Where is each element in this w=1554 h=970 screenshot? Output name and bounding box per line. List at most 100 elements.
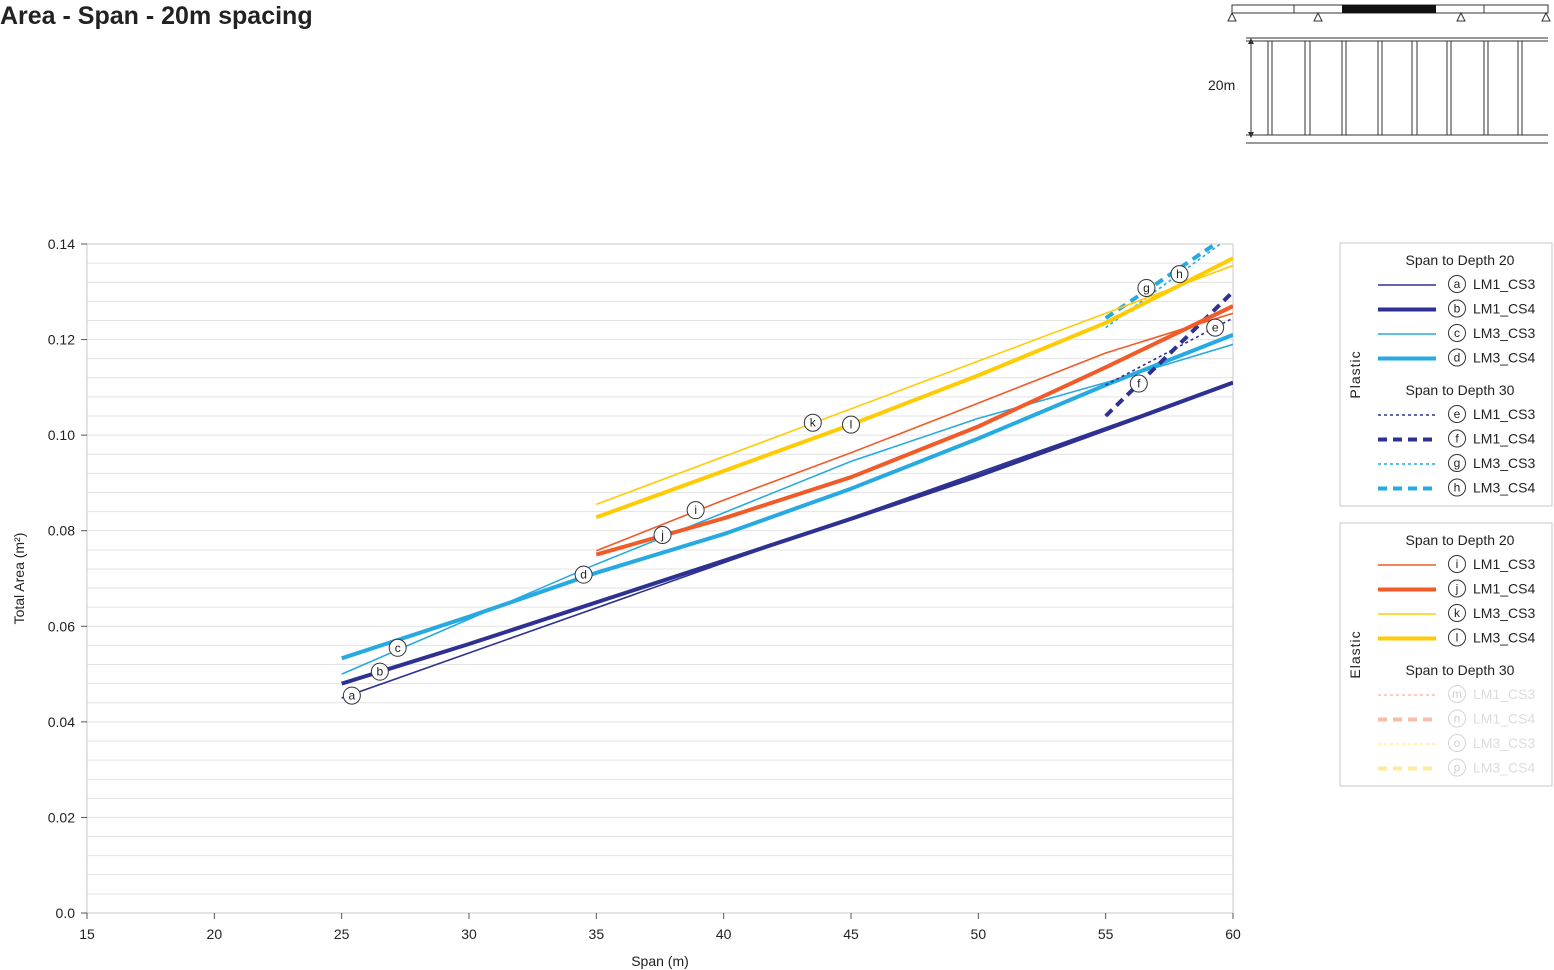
legend-label: LM1_CS3 [1473, 686, 1535, 702]
legend-item-d: d LM3_CS4 [1378, 348, 1535, 367]
svg-text:c: c [395, 641, 401, 655]
series-annotation-a: a [342, 686, 361, 705]
x-axis-label: Span (m) [631, 953, 689, 969]
legend-item-g: g LM3_CS3 [1378, 454, 1535, 472]
x-tick-label: 35 [589, 926, 605, 942]
svg-text:f: f [1455, 432, 1459, 446]
legend-item-l: l LM3_CS4 [1378, 628, 1535, 647]
series-annotation-k: k [803, 413, 822, 432]
legend-subheading: Span to Depth 30 [1406, 662, 1515, 678]
legend-label: LM1_CS3 [1473, 406, 1535, 422]
legend-badge [1448, 734, 1466, 752]
legend-item-i: i LM1_CS3 [1378, 555, 1535, 573]
series-annotation-l: l [842, 415, 860, 434]
legend-label: LM3_CS3 [1473, 605, 1535, 621]
y-tick-label: 0.10 [48, 427, 75, 443]
legend-subheading: Span to Depth 20 [1406, 252, 1515, 268]
legend-item-h: h LM3_CS4 [1378, 478, 1535, 497]
legend-box-elastic: Elastic Span to Depth 20 i LM1_CS3 j LM1_CS4k… [1339, 522, 1553, 787]
series-line-d [341, 332, 1233, 661]
svg-text:a: a [1454, 277, 1461, 291]
legend-label: LM3_CS3 [1473, 735, 1535, 751]
legend-label: LM1_CS4 [1473, 581, 1535, 597]
x-tick-label: 15 [79, 926, 95, 942]
svg-text:b: b [1454, 302, 1461, 316]
legend-label: LM1_CS4 [1473, 431, 1535, 447]
legend-label: LM1_CS3 [1473, 276, 1535, 292]
svg-text:m: m [1452, 687, 1462, 701]
series-line-l [595, 256, 1233, 520]
page-title: Area - Span - 20m spacing [0, 2, 313, 30]
x-tick-label: 60 [1225, 926, 1241, 942]
legend-label: LM3_CS3 [1473, 455, 1535, 471]
legend-group-label: Plastic [1347, 350, 1363, 398]
series-line-k [596, 264, 1233, 506]
svg-text:d: d [1454, 351, 1461, 365]
legend-item-b: b LM1_CS4 [1378, 299, 1535, 318]
svg-text:e: e [1454, 407, 1461, 421]
legend-item-e: e LM1_CS3 [1378, 405, 1535, 423]
y-tick-label: 0.04 [48, 714, 75, 730]
legend-badge [1448, 275, 1466, 293]
svg-text:l: l [1456, 631, 1459, 645]
legend-item-c: c LM3_CS3 [1378, 324, 1535, 342]
series-line-c [341, 343, 1233, 675]
legend-item-f: f LM1_CS4 [1378, 429, 1535, 448]
svg-text:l: l [850, 418, 853, 432]
legend-badge [1448, 299, 1466, 318]
dimension-label: 20m [1208, 77, 1236, 93]
svg-text:b: b [377, 665, 384, 679]
legend-group-label: Elastic [1347, 630, 1363, 678]
plot-area [86, 243, 1234, 914]
series-annotation-f: f [1129, 374, 1148, 393]
legend-label: LM3_CS4 [1473, 480, 1535, 496]
legend-badge [1448, 429, 1466, 448]
svg-text:g: g [1454, 456, 1461, 470]
series-line-b [341, 380, 1233, 686]
svg-text:a: a [349, 689, 356, 703]
series-annotation-h: h [1170, 265, 1189, 284]
y-tick-label: 0.12 [48, 332, 75, 348]
x-tick-label: 20 [207, 926, 223, 942]
svg-text:h: h [1176, 267, 1183, 281]
legend-badge [1448, 628, 1466, 647]
x-tick-label: 55 [1098, 926, 1114, 942]
legend-badge [1448, 579, 1466, 598]
x-tick-label: 30 [461, 926, 477, 942]
series-annotation-d: d [574, 565, 593, 584]
legend-item-j: j LM1_CS4 [1378, 579, 1535, 598]
svg-text:g: g [1143, 281, 1150, 295]
svg-text:n: n [1454, 712, 1461, 726]
legend-subheading: Span to Depth 30 [1406, 382, 1515, 398]
series-annotation-j: j [653, 526, 672, 545]
legend-badge [1448, 324, 1466, 342]
legend-badge [1448, 555, 1466, 573]
svg-text:c: c [1454, 326, 1460, 340]
legend-badge [1448, 604, 1466, 622]
svg-text:k: k [1454, 606, 1461, 620]
y-axis-label: Total Area (m²) [11, 533, 27, 625]
legend-item-k: k LM3_CS3 [1378, 604, 1535, 622]
legend-label: LM3_CS3 [1473, 325, 1535, 341]
y-tick-label: 0.14 [48, 236, 75, 252]
series-annotation-i: i [686, 501, 705, 520]
x-tick-label: 40 [716, 926, 732, 942]
x-tick-label: 25 [334, 926, 350, 942]
legend-subheading: Span to Depth 20 [1406, 532, 1515, 548]
legend-badge [1448, 685, 1466, 703]
legend-label: LM3_CS4 [1473, 350, 1535, 366]
legend-badge [1448, 405, 1466, 423]
legend-badge [1448, 348, 1466, 367]
series-annotation-b: b [370, 662, 389, 681]
legend-badge [1448, 709, 1466, 728]
series-annotation-g: g [1137, 278, 1156, 297]
svg-text:e: e [1212, 321, 1219, 335]
legend-label: LM3_CS4 [1473, 630, 1535, 646]
series-annotation-c: c [388, 638, 407, 657]
series-line-j [595, 304, 1233, 557]
y-tick-label: 0.0 [56, 905, 76, 921]
legend-label: LM1_CS4 [1473, 301, 1535, 317]
legend-item-p: p LM3_CS4 [1378, 758, 1535, 777]
svg-text:k: k [810, 416, 817, 430]
legend-item-o: o LM3_CS3 [1378, 734, 1535, 752]
